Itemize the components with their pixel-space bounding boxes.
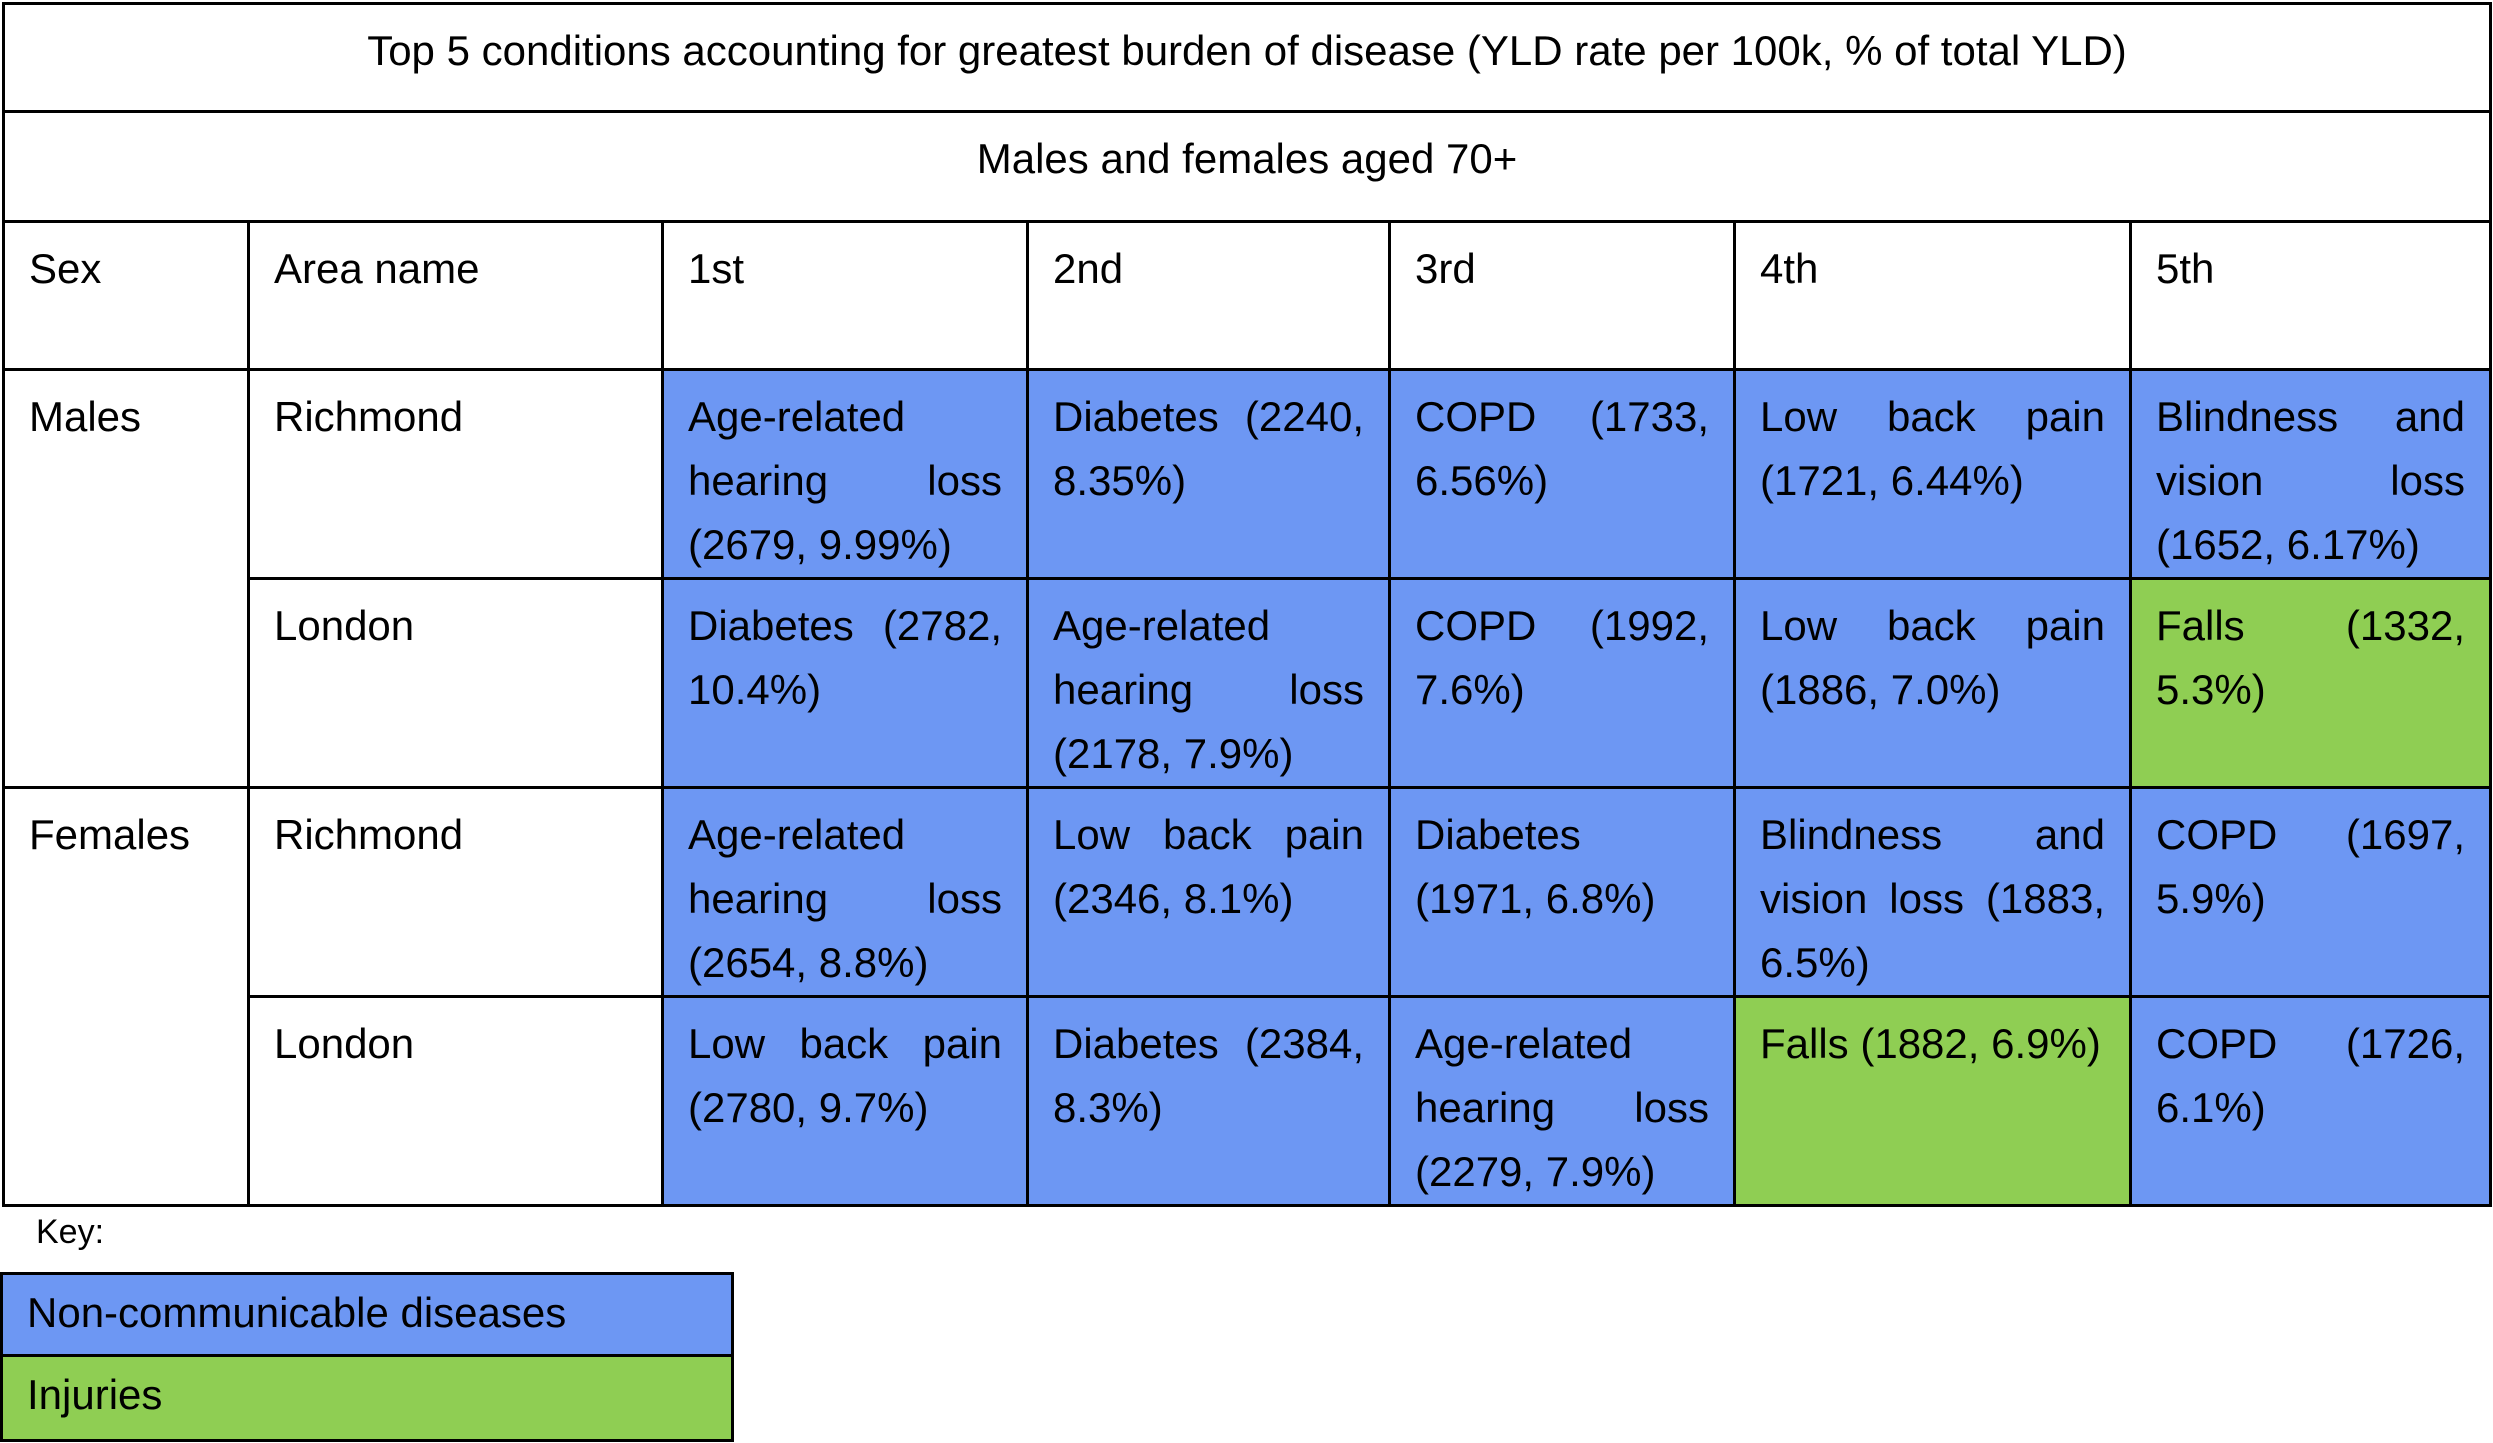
- condition-cell: Diabetes (1971, 6.8%): [1388, 786, 1736, 998]
- header-rank-2: 2nd: [1026, 220, 1391, 371]
- table-row: London Low back pain (2780, 9.7%) Diabet…: [2, 995, 2492, 1207]
- key-label: Key:: [36, 1213, 105, 1251]
- table-row: Females Richmond Age-related hearing los…: [2, 786, 2492, 998]
- header-rank-4: 4th: [1733, 220, 2132, 371]
- condition-cell: Falls (1332, 5.3%): [2129, 577, 2492, 789]
- sex-cell: [2, 578, 250, 789]
- area-cell: Richmond: [247, 368, 664, 580]
- condition-cell: COPD (1992, 7.6%): [1388, 577, 1736, 789]
- sex-cell: Females: [2, 786, 250, 997]
- sex-cell: [2, 996, 250, 1207]
- table-row: London Diabetes (2782, 10.4%) Age-relate…: [2, 577, 2492, 789]
- header-row: Sex Area name 1st 2nd 3rd 4th 5th: [2, 220, 2492, 371]
- condition-cell: Diabetes (2782, 10.4%): [661, 577, 1029, 789]
- condition-cell: COPD (1697, 5.9%): [2129, 786, 2492, 998]
- area-cell: Richmond: [247, 786, 664, 998]
- key-legend: Non-communicable diseases Injuries: [0, 1272, 734, 1442]
- header-sex: Sex: [2, 220, 250, 371]
- header-rank-3: 3rd: [1388, 220, 1736, 371]
- condition-cell: Age-related hearing loss (2679, 9.99%): [661, 368, 1029, 580]
- area-cell: London: [247, 995, 664, 1207]
- condition-cell: COPD (1733, 6.56%): [1388, 368, 1736, 580]
- table-subtitle: Males and females aged 70+: [2, 110, 2492, 223]
- condition-cell: Low back pain (2346, 8.1%): [1026, 786, 1391, 998]
- condition-cell: COPD (1726, 6.1%): [2129, 995, 2492, 1207]
- sex-cell: Males: [2, 368, 250, 579]
- condition-cell: Low back pain (1721, 6.44%): [1733, 368, 2132, 580]
- header-area-name: Area name: [247, 220, 664, 371]
- condition-cell: Age-related hearing loss (2279, 7.9%): [1388, 995, 1736, 1207]
- condition-cell: Low back pain (2780, 9.7%): [661, 995, 1029, 1207]
- table-row: Males Richmond Age-related hearing loss …: [2, 368, 2492, 580]
- burden-table: Top 5 conditions accounting for greatest…: [2, 2, 2492, 1207]
- key-item-non-communicable: Non-communicable diseases: [3, 1275, 731, 1357]
- condition-cell: Age-related hearing loss (2178, 7.9%): [1026, 577, 1391, 789]
- table-title: Top 5 conditions accounting for greatest…: [2, 2, 2492, 113]
- condition-cell: Age-related hearing loss (2654, 8.8%): [661, 786, 1029, 998]
- key-item-injuries: Injuries: [3, 1357, 731, 1439]
- header-rank-1: 1st: [661, 220, 1029, 371]
- condition-cell: Falls (1882, 6.9%): [1733, 995, 2132, 1207]
- condition-cell: Blindness and vision loss (1883, 6.5%): [1733, 786, 2132, 998]
- condition-cell: Blindness and vision loss (1652, 6.17%): [2129, 368, 2492, 580]
- condition-cell: Diabetes (2384, 8.3%): [1026, 995, 1391, 1207]
- condition-cell: Diabetes (2240, 8.35%): [1026, 368, 1391, 580]
- header-rank-5: 5th: [2129, 220, 2492, 371]
- area-cell: London: [247, 577, 664, 789]
- condition-cell: Low back pain (1886, 7.0%): [1733, 577, 2132, 789]
